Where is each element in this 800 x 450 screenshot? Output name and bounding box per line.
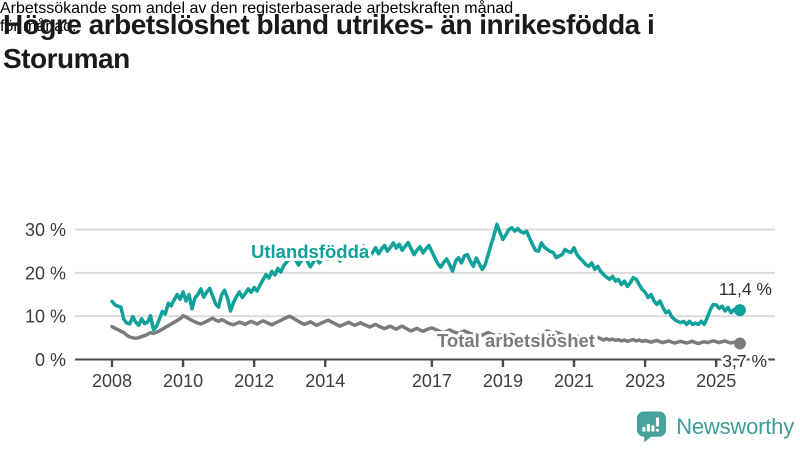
x-axis: 2008 2010 2012 2014 2017 2019 2021 2023 2025 xyxy=(75,358,775,391)
x-tick-label-2017: 2017 xyxy=(412,371,452,391)
x-tick-label-2021: 2021 xyxy=(554,371,594,391)
chart-subtitle-line-1: Arbetssökande som andel av den registerb… xyxy=(0,0,514,17)
y-tick-label-20: 20 % xyxy=(25,263,66,283)
end-dot-total-arbetsl-shet xyxy=(733,337,746,350)
page-title: Högre arbetslöshet bland utrikes- än inr… xyxy=(3,8,655,76)
unemployment-line-chart: 0 % 10 % 20 % 30 % 2008 2010 2012 2014 2017 2019… xyxy=(25,220,775,391)
chart-subtitle-line-2: för månad. xyxy=(0,18,77,35)
y-tick-label-0: 0 % xyxy=(35,350,66,370)
series-line-total-arbetsl-shet xyxy=(110,313,742,346)
y-tick-label-10: 10 % xyxy=(25,307,66,327)
y-tick-label-30: 30 % xyxy=(25,220,66,240)
grid-layer: 0 % 10 % 20 % 30 % xyxy=(25,220,775,370)
brand-name: Newsworthy xyxy=(676,414,794,439)
x-tick-label-2023: 2023 xyxy=(625,371,665,391)
x-tick-label-2012: 2012 xyxy=(234,371,274,391)
x-tick-label-2014: 2014 xyxy=(305,371,345,391)
end-value-label-utlandsfodda: 11,4 % xyxy=(719,279,772,299)
bar-chart-speech-bubble-icon xyxy=(637,411,667,443)
series-label-utlandsfodda: Utlandsfödda xyxy=(251,241,370,262)
page-title-line-1: Högre arbetslöshet bland utrikes- än inr… xyxy=(3,9,655,40)
end-dot-layer xyxy=(733,304,746,350)
series-layer xyxy=(110,222,742,346)
x-tick-label-2010: 2010 xyxy=(163,371,203,391)
end-dot-utlandsf-dda xyxy=(733,304,746,317)
page-title-line-2: Storuman xyxy=(3,43,130,74)
end-value-label-total: 3,7 % xyxy=(722,351,767,371)
series-line-utlandsf-dda xyxy=(110,222,742,332)
series-label-total-arbetsloshet: Total arbetslöshet xyxy=(437,330,595,351)
x-tick-label-2025: 2025 xyxy=(696,371,736,391)
x-tick-label-2019: 2019 xyxy=(483,371,523,391)
x-tick-label-2008: 2008 xyxy=(92,371,132,391)
newsworthy-logo: Newsworthy xyxy=(636,410,794,444)
